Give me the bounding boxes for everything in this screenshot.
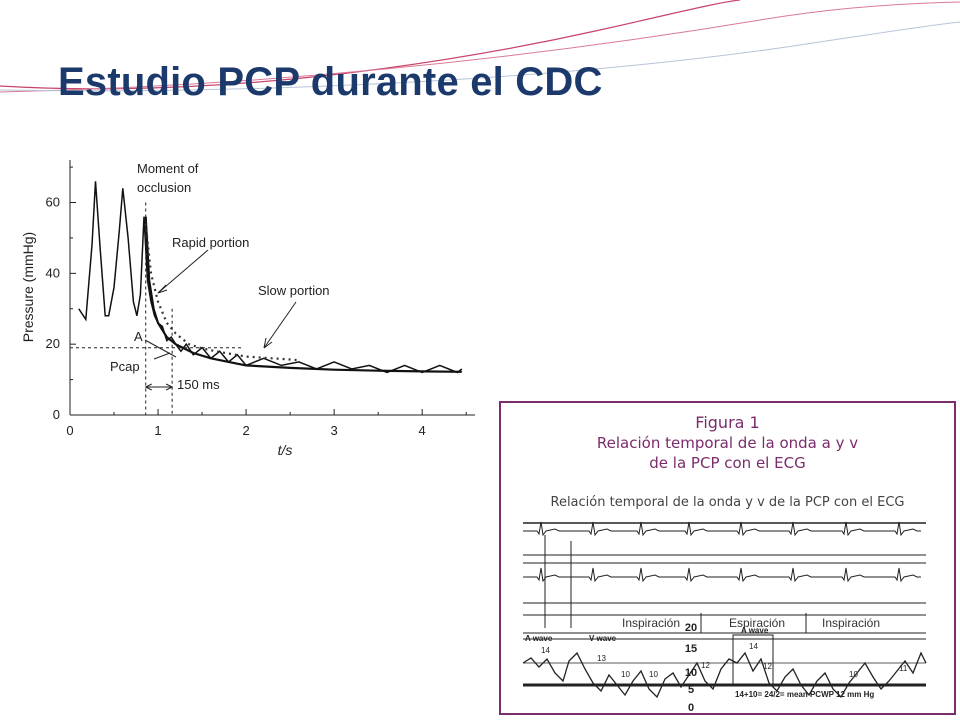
slow-pointer-head <box>263 337 273 349</box>
rapid-pointer-line <box>157 249 209 294</box>
x-tick-label: 0 <box>66 423 73 438</box>
wave-value-label: 10 <box>621 670 630 679</box>
wave-value-label: 10 <box>849 670 858 679</box>
phase-label: Inspiración <box>622 616 680 630</box>
deco-curve-1 <box>0 0 741 90</box>
figure-1-box: Figura 1 Relación temporal de la onda a … <box>499 401 956 715</box>
wave-value-label: 14 <box>541 646 550 655</box>
deco-curve-2 <box>0 1 960 93</box>
figure-title: Figura 1 <box>695 413 760 432</box>
y-axis-label: Pressure (mmHg) <box>20 232 36 342</box>
pressure-series-3 <box>144 223 299 362</box>
duration-arrow-left <box>144 383 152 391</box>
wave-value-label: 10 <box>649 670 658 679</box>
annotation-pcap: Pcap <box>110 359 140 374</box>
rapid-pointer-head <box>157 284 168 294</box>
a-wave-box <box>732 634 774 686</box>
a-pointer-line <box>144 339 177 358</box>
wave-value-label: 12 <box>763 662 772 671</box>
wave-value-label: 13 <box>597 654 606 663</box>
ecg-strip-2 <box>523 567 921 583</box>
y-tick-label: 20 <box>46 336 60 351</box>
trace-footnote: 14+10= 24/2= mean PCWP 12 mm Hg <box>735 690 874 699</box>
pcap-pointer-line <box>153 352 171 360</box>
annotation-moment: Moment of <box>137 161 199 176</box>
figure-subtitle-line1: Relación temporal de la onda a y v <box>596 434 859 452</box>
ecg-strip-1 <box>523 521 921 537</box>
pcp-trace <box>522 651 927 699</box>
wave-value-label: 14 <box>749 642 758 651</box>
a-wave-label-left: A wave <box>525 634 553 643</box>
figure-subtitle-line2: de la PCP con el ECG <box>649 454 806 472</box>
annotation-occlusion: occlusion <box>137 180 191 195</box>
deco-curve-3 <box>0 21 960 92</box>
pressure-chart-series <box>78 181 463 374</box>
wave-value-label: 12 <box>701 661 710 670</box>
phase-label: Espiración <box>729 616 785 630</box>
pressure-series-2 <box>144 216 462 373</box>
x-tick-label: 1 <box>154 423 161 438</box>
y-tick-label: 0 <box>53 407 60 422</box>
a-wave-label-box: A wave <box>741 626 769 635</box>
decorative-curves <box>0 0 960 93</box>
trace-scale-label: 20 <box>685 622 697 634</box>
annotation-rapid: Rapid portion <box>172 235 249 250</box>
v-wave-label: V wave <box>589 634 617 643</box>
x-tick-label: 3 <box>331 423 338 438</box>
annotation-duration: 150 ms <box>177 377 220 392</box>
duration-arrow-right <box>165 383 174 391</box>
x-tick-label: 4 <box>419 423 426 438</box>
trace-scale-label: 5 <box>688 684 694 696</box>
y-tick-label: 40 <box>46 265 60 280</box>
y-tick-label: 60 <box>46 195 60 210</box>
slow-pointer-line <box>263 301 297 349</box>
page-title: Estudio PCP durante el CDC <box>58 60 603 104</box>
x-axis-label: t/s <box>278 442 293 458</box>
annotation-a: A <box>134 329 143 344</box>
figure-inner-title: Relación temporal de la onda y v de la P… <box>550 495 905 510</box>
annotation-slow: Slow portion <box>258 283 330 298</box>
wave-value-label: 11 <box>899 664 908 673</box>
trace-scale-label: 15 <box>685 643 697 655</box>
ecg-pcp-figure: Inspiración Espiración Inspiración 20 15 10 5 0… <box>522 521 927 713</box>
phase-label: Inspiración <box>822 616 880 630</box>
x-tick-label: 2 <box>242 423 249 438</box>
trace-scale-label: 0 <box>688 702 694 713</box>
pressure-chart-annotations: Moment of occlusion Rapid portion Slow port… <box>70 161 330 415</box>
